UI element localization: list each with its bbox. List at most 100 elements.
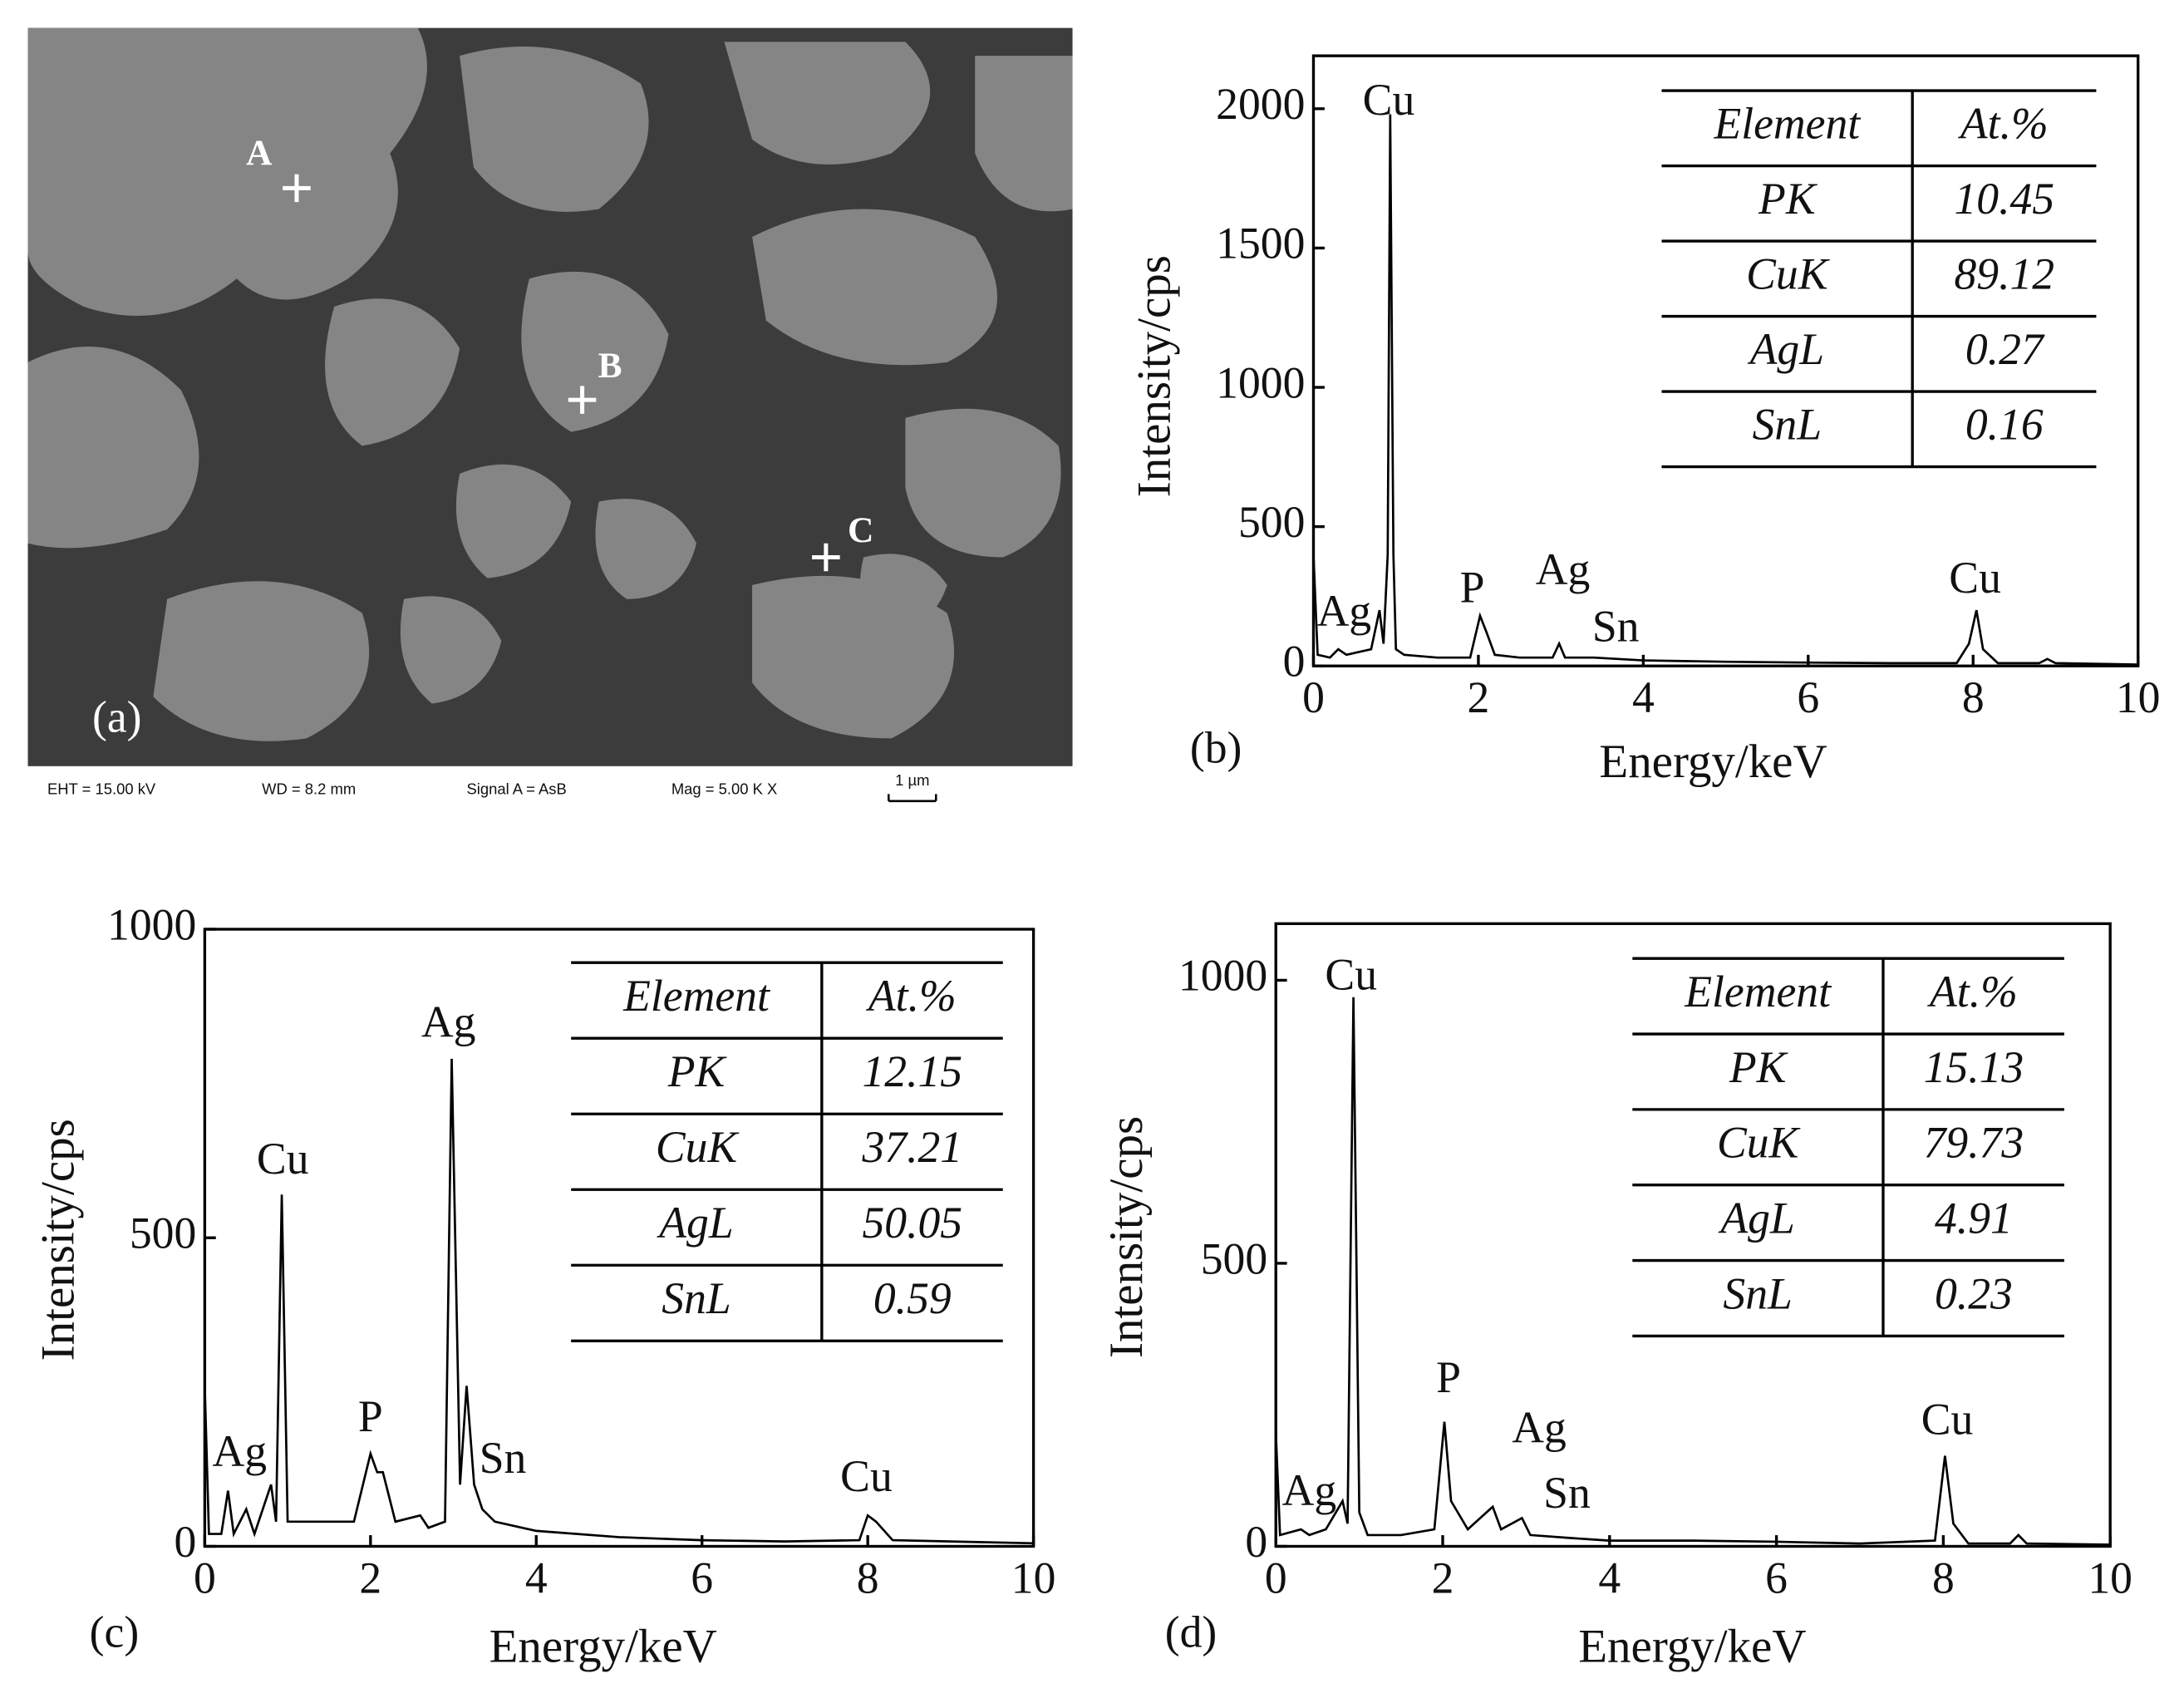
peak-label: Sn: [1543, 1468, 1591, 1518]
y-tick-label: 1000: [1178, 951, 1267, 1001]
spectrum-line: [1312, 114, 2138, 666]
table-cell: AgL: [1718, 1193, 1794, 1243]
table-cell: 10.45: [1954, 174, 2054, 224]
table-header: At.%: [866, 971, 957, 1021]
table-cell: 0.27: [1965, 324, 2045, 374]
x-tick-label: 4: [1598, 1553, 1621, 1602]
x-tick-label: 0: [1265, 1553, 1287, 1602]
peak-label: Cu: [840, 1451, 893, 1501]
x-tick-label: 4: [525, 1553, 548, 1602]
table-cell: 12.15: [862, 1046, 962, 1096]
x-tick-label: 8: [857, 1553, 879, 1602]
table-cell: AgL: [1748, 324, 1824, 374]
table-cell: 0.23: [1935, 1268, 2013, 1318]
table-header: At.%: [1958, 99, 2049, 149]
table-cell: SnL: [1753, 400, 1822, 450]
y-axis-label: Intensity/cps: [1129, 255, 1181, 497]
info-bar: [27, 765, 1073, 811]
peak-label: Ag: [1317, 586, 1372, 636]
y-tick-label: 0: [175, 1517, 197, 1567]
x-tick-label: 10: [2088, 1553, 2132, 1602]
y-tick-label: 500: [1238, 497, 1305, 547]
sem-info: EHT = 15.00 kV: [47, 780, 156, 797]
plot-frame: [1311, 54, 2140, 667]
panel-label: (b): [1190, 722, 1242, 772]
table-header: Element: [622, 971, 770, 1021]
y-tick-label: 1500: [1216, 219, 1305, 268]
sem-info: WD = 8.2 mm: [262, 780, 356, 797]
panel-label: (c): [90, 1607, 140, 1657]
table-cell: 0.59: [873, 1273, 952, 1323]
spectrum-line: [204, 1058, 1034, 1545]
x-tick-label: 8: [1962, 672, 1985, 722]
table-cell: 15.13: [1924, 1042, 2024, 1092]
y-tick-label: 500: [130, 1208, 196, 1258]
peak-label: P: [1460, 563, 1485, 613]
sem-info: Signal A = AsB: [466, 780, 566, 797]
y-tick-label: 1000: [1216, 357, 1305, 407]
scale-bar-label: 1 µm: [895, 771, 929, 789]
point-label: B: [598, 346, 622, 386]
scale-bar: [888, 794, 937, 803]
table-cell: CuK: [1717, 1118, 1802, 1168]
x-tick-label: 0: [1302, 672, 1325, 722]
x-axis-label: Energy/keV: [1599, 736, 1827, 788]
table-cell: AgL: [657, 1198, 733, 1248]
peak-label: P: [1436, 1352, 1461, 1402]
point-label: A: [246, 133, 273, 173]
table-header: Element: [1713, 99, 1861, 149]
table-cell: SnL: [1723, 1268, 1792, 1318]
x-tick-label: 2: [359, 1553, 381, 1602]
table-cell: SnL: [662, 1273, 730, 1323]
table-header: Element: [1684, 967, 1832, 1016]
plot-frame: [1274, 922, 2112, 1548]
y-axis-label: Intensity/cps: [32, 1119, 84, 1361]
y-tick-label: 2000: [1216, 79, 1305, 129]
peak-label: Ag: [213, 1426, 268, 1476]
table-cell: 4.91: [1935, 1193, 2013, 1243]
chart: 0 2 4 6 8 10 0 500 1000 Energy/keV Intensity/cps (c…: [32, 899, 1055, 1672]
peak-label: Sn: [1592, 602, 1640, 652]
panel-label: (d): [1165, 1607, 1217, 1657]
sem-info: Mag = 5.00 K X: [671, 780, 777, 797]
table-cell: 37.21: [861, 1122, 962, 1172]
y-axis-label: Intensity/cps: [1100, 1116, 1153, 1358]
x-tick-label: 0: [194, 1553, 216, 1602]
table-cell: PK: [667, 1046, 728, 1096]
sem-grains: [27, 27, 1073, 741]
peak-label: Cu: [1949, 553, 2001, 603]
peak-label: P: [358, 1391, 383, 1441]
y-tick-label: 0: [1283, 637, 1306, 687]
table-cell: 79.73: [1924, 1118, 2024, 1168]
peak-label: Cu: [1921, 1394, 1974, 1444]
x-tick-label: 4: [1632, 672, 1655, 722]
peak-label: Ag: [1282, 1465, 1337, 1515]
panel-label: (a): [92, 692, 142, 742]
peak-label: Cu: [1363, 75, 1415, 125]
table-cell: 89.12: [1954, 249, 2054, 299]
x-tick-label: 10: [1011, 1553, 1056, 1602]
table-cell: CuK: [1746, 249, 1831, 299]
x-axis-label: Energy/keV: [1578, 1620, 1806, 1672]
peak-label: Cu: [1325, 950, 1377, 1000]
sem-image: A B C (a) EHT = 15.00 kV WD = 8.2 mm Sig…: [27, 27, 1073, 811]
x-tick-label: 8: [1932, 1553, 1955, 1602]
x-tick-label: 2: [1432, 1553, 1454, 1602]
table-header: At.%: [1927, 967, 2018, 1016]
y-tick-label: 0: [1245, 1517, 1267, 1567]
chart: 0 2 4 6 8 10 0 500 1000 Energy/keV Intensity/cps (d…: [1100, 922, 2132, 1672]
sem-markers: [283, 174, 840, 572]
point-label: C: [848, 510, 873, 550]
y-tick-label: 1000: [107, 899, 196, 949]
table-cell: PK: [1729, 1042, 1789, 1092]
table-cell: 0.16: [1965, 400, 2044, 450]
peak-label: Ag: [421, 997, 476, 1047]
x-tick-label: 6: [1797, 672, 1819, 722]
x-tick-label: 6: [691, 1553, 713, 1602]
x-axis-label: Energy/keV: [489, 1620, 717, 1672]
table-cell: CuK: [656, 1122, 740, 1172]
table-cell: 50.05: [862, 1198, 962, 1248]
x-tick-label: 6: [1765, 1553, 1788, 1602]
